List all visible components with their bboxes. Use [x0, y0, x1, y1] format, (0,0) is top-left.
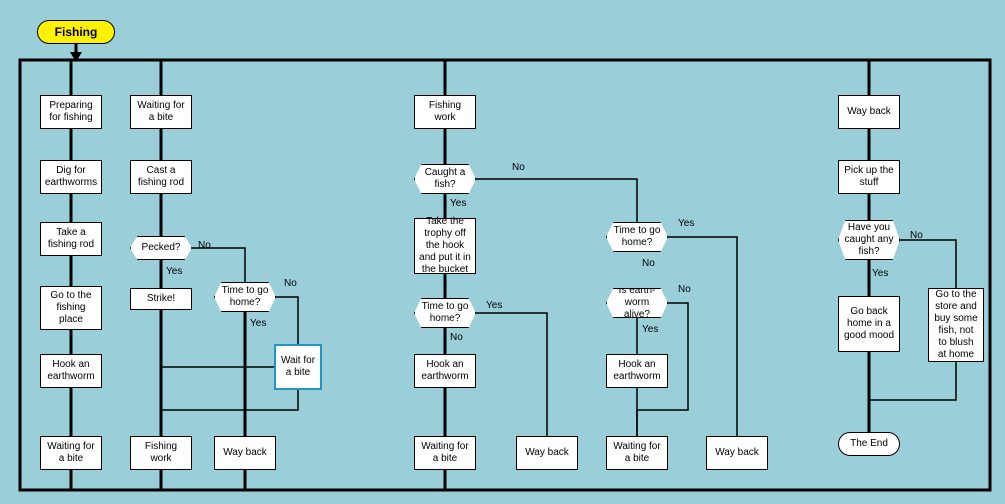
- edge-label: Yes: [642, 324, 658, 335]
- edge-label-text: No: [910, 230, 923, 241]
- node-time_home1: Time to go home?: [214, 282, 276, 312]
- node-label: Waiting for a bite: [419, 441, 471, 465]
- node-label: Waiting for a bite: [611, 441, 663, 465]
- edge-label-text: Yes: [678, 218, 694, 229]
- node-label: Go to the fishing place: [45, 290, 97, 326]
- edge-label: No: [642, 258, 655, 269]
- edge-label: No: [284, 278, 297, 289]
- node-wait_bite2: Waiting for a bite: [414, 436, 476, 470]
- edge-label-text: Yes: [486, 300, 502, 311]
- edge-label-text: Yes: [250, 318, 266, 329]
- node-label: Waiting for a bite: [135, 100, 187, 124]
- edge-label-text: No: [678, 284, 691, 295]
- edge-label-text: No: [198, 240, 211, 251]
- node-label: Time to go home?: [419, 301, 471, 325]
- node-cast_rod: Cast a fishing rod: [130, 160, 192, 194]
- node-go_home_good: Go back home in a good mood: [838, 296, 900, 352]
- node-fish_work_hdr: Fishing work: [414, 95, 476, 129]
- node-wait_bite_hdr: Waiting for a bite: [130, 95, 192, 129]
- node-label: Fishing work: [419, 100, 471, 124]
- node-label: Preparing for fishing: [45, 100, 97, 124]
- node-way_back1: Way back: [214, 436, 276, 470]
- node-label: Strike!: [147, 293, 175, 305]
- node-way_back2: Way back: [516, 436, 578, 470]
- node-hook_worm3: Hook an earthworm: [606, 354, 668, 388]
- node-the_end: The End: [838, 432, 900, 456]
- node-hook_worm1: Hook an earthworm: [40, 354, 102, 388]
- node-label: Waiting for a bite: [45, 441, 97, 465]
- edge-label: No: [198, 240, 211, 251]
- node-hook_worm2: Hook an earthworm: [414, 354, 476, 388]
- node-label: Dig for earthworms: [45, 165, 97, 189]
- node-label: Way back: [715, 447, 759, 459]
- edge-label-text: Yes: [166, 266, 182, 277]
- edge-label-text: Yes: [642, 324, 658, 335]
- node-label: Is earth-worm alive?: [611, 285, 663, 321]
- node-label: Time to go home?: [219, 285, 271, 309]
- node-caught_fish: Caught a fish?: [414, 164, 476, 194]
- node-label: Take the trophy off the hook and put it …: [419, 216, 471, 276]
- node-label: Hook an earthworm: [611, 359, 663, 383]
- node-go_store: Go to the store and buy some fish, not t…: [928, 288, 984, 362]
- node-label: Hook an earthworm: [45, 359, 97, 383]
- node-way_back3: Way back: [706, 436, 768, 470]
- node-label: Wait for a bite: [280, 355, 316, 379]
- node-label: Pick up the stuff: [843, 165, 895, 189]
- node-time_home3: Time to go home?: [606, 222, 668, 252]
- node-take_rod: Take a fishing rod: [40, 222, 102, 256]
- node-wait_bite_box: Wait for a bite: [274, 344, 322, 390]
- edge-label: Yes: [166, 266, 182, 277]
- flowchart-canvas: Fishing Preparing for fishing Dig for eart…: [0, 0, 1005, 504]
- node-label: Time to go home?: [611, 225, 663, 249]
- edge-label-text: Yes: [872, 268, 888, 279]
- edge-label: No: [910, 230, 923, 241]
- node-pickup_stuff: Pick up the stuff: [838, 160, 900, 194]
- edge-label: No: [450, 332, 463, 343]
- edge-label-text: No: [512, 162, 525, 173]
- node-fish_work1: Fishing work: [130, 436, 192, 470]
- node-label: Have you caught any fish?: [843, 222, 895, 258]
- node-goto_place: Go to the fishing place: [40, 286, 102, 330]
- node-label: Pecked?: [142, 242, 181, 254]
- node-label: Hook an earthworm: [419, 359, 471, 383]
- node-take_trophy: Take the trophy off the hook and put it …: [414, 218, 476, 274]
- node-caught_any: Have you caught any fish?: [838, 220, 900, 260]
- edge-label: No: [678, 284, 691, 295]
- node-label: Fishing work: [135, 441, 187, 465]
- node-label: Way back: [223, 447, 267, 459]
- edge-label: Yes: [250, 318, 266, 329]
- node-start: Fishing: [37, 20, 115, 44]
- node-label: Take a fishing rod: [45, 227, 97, 251]
- node-dig: Dig for earthworms: [40, 160, 102, 194]
- node-label: The End: [850, 438, 888, 450]
- edge-label: No: [512, 162, 525, 173]
- node-wait_bite1: Waiting for a bite: [40, 436, 102, 470]
- edge-label-text: No: [450, 332, 463, 343]
- node-wait_bite3: Waiting for a bite: [606, 436, 668, 470]
- edge-label-text: No: [642, 258, 655, 269]
- edge-label: Yes: [486, 300, 502, 311]
- edge-label: Yes: [872, 268, 888, 279]
- edge-label-text: No: [284, 278, 297, 289]
- node-label: Way back: [525, 447, 569, 459]
- node-time_home2: Time to go home?: [414, 298, 476, 328]
- node-pecked: Pecked?: [130, 236, 192, 260]
- node-label: Go back home in a good mood: [843, 306, 895, 342]
- node-strike: Strike!: [130, 288, 192, 310]
- edge-label: Yes: [678, 218, 694, 229]
- node-label: Caught a fish?: [419, 167, 471, 191]
- node-worm_alive: Is earth-worm alive?: [606, 288, 668, 318]
- node-prep: Preparing for fishing: [40, 95, 102, 129]
- node-label: Go to the store and buy some fish, not t…: [933, 289, 979, 361]
- edge-label: Yes: [450, 198, 466, 209]
- node-label: Cast a fishing rod: [135, 165, 187, 189]
- node-way_back_hdr: Way back: [838, 95, 900, 129]
- node-label: Way back: [847, 106, 891, 118]
- node-label: Fishing: [55, 26, 98, 38]
- edge-label-text: Yes: [450, 198, 466, 209]
